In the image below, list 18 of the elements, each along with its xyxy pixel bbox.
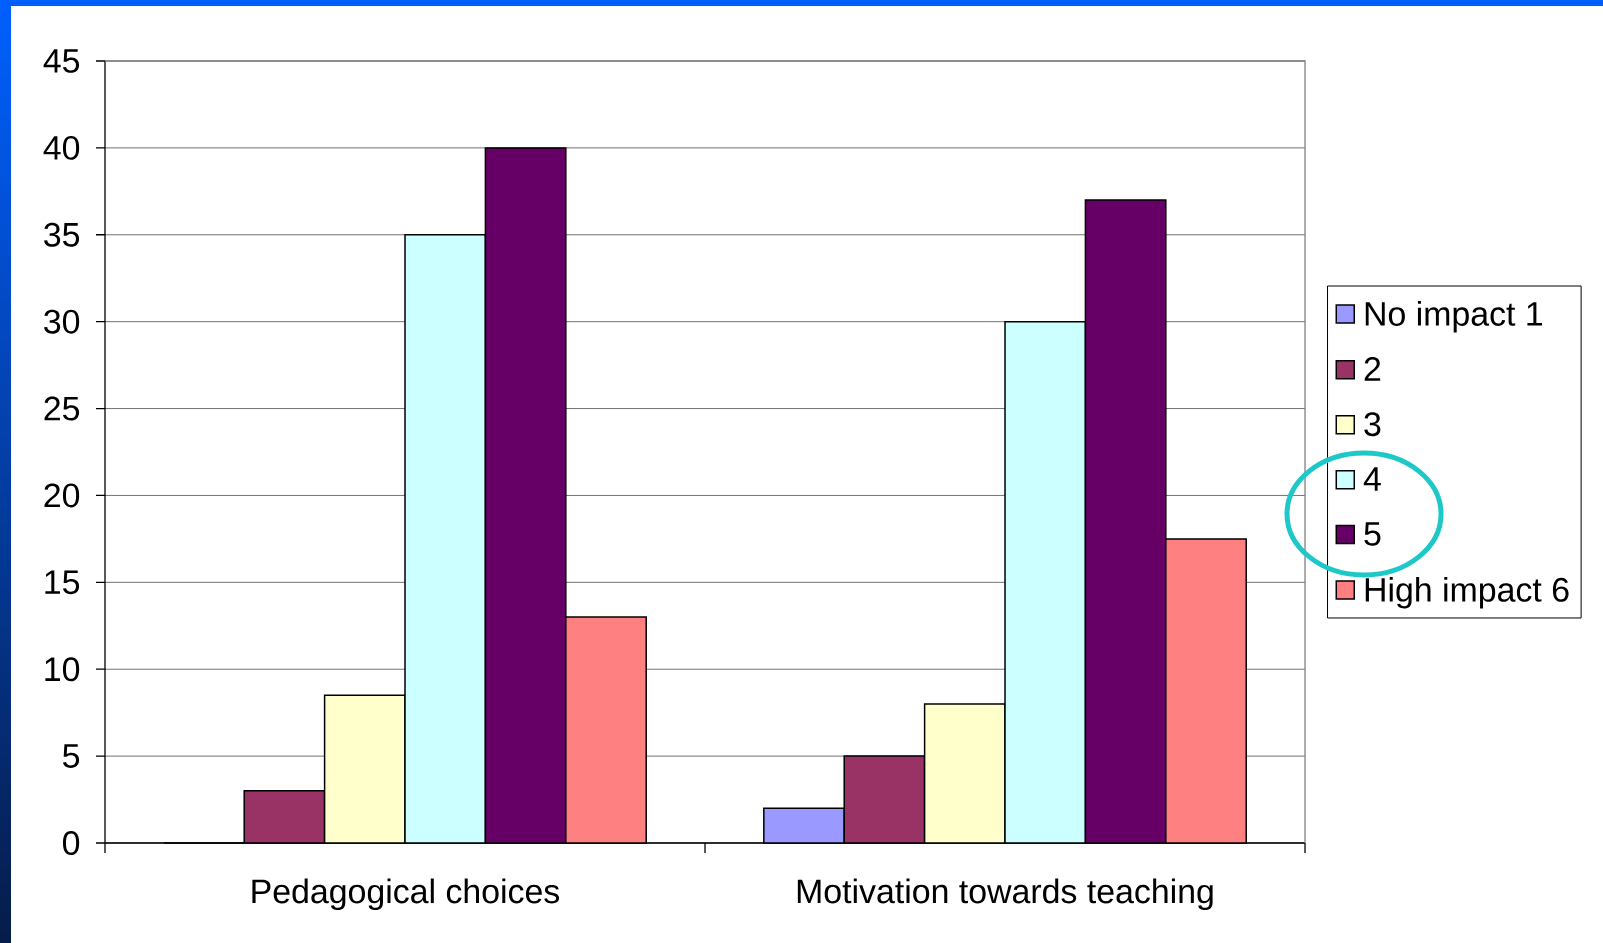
legend-label: High impact 6: [1365, 576, 1569, 609]
x-tick-label: Pedagogical choices: [252, 878, 560, 911]
y-tick-label: 5: [63, 744, 80, 768]
x-tick-label: Motivation towards teaching: [797, 878, 1213, 911]
y-tick-label: 40: [43, 135, 80, 160]
y-tick-label: 25: [44, 396, 80, 421]
y-tick-label: 35: [44, 222, 80, 247]
y-tick-label: 45: [43, 49, 80, 73]
y-tick-label: 15: [45, 570, 80, 595]
y-tick-label: 10: [45, 657, 80, 682]
legend-label: No impact 1: [1365, 301, 1543, 333]
legend-label: 4: [1363, 467, 1381, 491]
y-tick-label: 30: [44, 309, 80, 334]
y-tick-label: 0: [62, 831, 80, 855]
y-tick-label: 20: [44, 483, 80, 508]
legend-label: 5: [1364, 522, 1381, 546]
legend-label: 2: [1364, 357, 1381, 381]
legend-label: 3: [1364, 412, 1381, 437]
